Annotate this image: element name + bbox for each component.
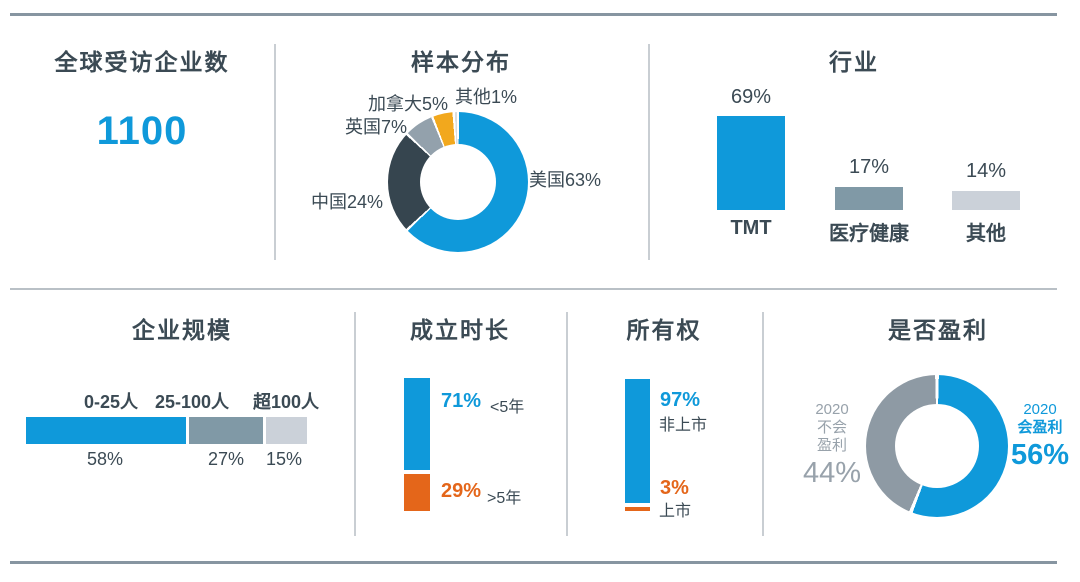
size-segment-pct-2: 27%: [207, 449, 245, 469]
industry-bar-value-healthcare: 17%: [848, 156, 890, 178]
size-segment-label-3: 超100人: [252, 392, 320, 412]
donut-label-uk: 英国7%: [345, 117, 408, 137]
profit-no-year: 2020: [815, 401, 849, 418]
ownership-pct-listed: 3%: [660, 477, 689, 499]
industry-category-other: 其他: [966, 223, 1006, 245]
divider-bottom-2: [566, 312, 568, 536]
age-pct-under-5y: 71%: [441, 390, 482, 412]
size-bar-segment-2: [189, 417, 264, 444]
profit-yes-pct: 56%: [1010, 439, 1070, 471]
industry-bar-value-other: 14%: [965, 160, 1007, 182]
donut-label-canada: 加拿大5%: [368, 94, 449, 114]
age-bar-over-5y: [404, 473, 430, 511]
industry-bar-tmt: [717, 116, 785, 210]
sample-distribution-donut-chart: [388, 112, 528, 252]
divider-top-1: [274, 44, 276, 260]
panel-title-ownership: 所有权: [626, 317, 702, 343]
industry-bar-value-tmt: 69%: [730, 86, 772, 108]
middle-divider-line: [10, 288, 1057, 290]
donut-label-china: 中国24%: [311, 192, 384, 212]
donut-label-other: 其他1%: [455, 87, 518, 107]
donut-label-usa: 美国63%: [529, 170, 602, 190]
panel-title-company-age: 成立时长: [410, 317, 510, 343]
size-segment-pct-1: 58%: [86, 449, 124, 469]
industry-bar-healthcare: [835, 186, 903, 210]
size-segment-label-2: 25-100人: [154, 392, 230, 412]
profitability-donut-chart: [866, 375, 1008, 517]
profit-no-pct: 44%: [802, 457, 862, 489]
ownership-bar-listed: [625, 507, 650, 511]
age-bar-under-5y: [404, 378, 430, 470]
panel-title-total-respondents: 全球受访企业数: [54, 49, 230, 75]
profit-yes-year: 2020: [1023, 401, 1057, 418]
profit-label-no-block: 2020 不会 盈利 44%: [797, 401, 867, 488]
top-border-line: [10, 13, 1057, 16]
ownership-label-private: 非上市: [659, 417, 708, 434]
size-segment-pct-3: 15%: [265, 449, 303, 469]
divider-bottom-1: [354, 312, 356, 536]
ownership-label-listed: 上市: [659, 503, 692, 520]
industry-bar-other: [952, 191, 1020, 210]
industry-category-tmt: TMT: [730, 217, 772, 239]
ownership-bar-private: [625, 378, 650, 503]
profit-no-label-1: 不会: [816, 419, 847, 436]
ownership-pct-private: 97%: [660, 389, 701, 411]
divider-bottom-3: [762, 312, 764, 536]
age-pct-over-5y: 29%: [441, 480, 482, 502]
profit-no-label-2: 盈利: [816, 437, 847, 454]
profit-label-yes-block: 2020 会盈利 56%: [1004, 401, 1076, 470]
size-bar-segment-1: [26, 417, 186, 444]
industry-category-healthcare: 医疗健康: [829, 223, 909, 245]
divider-top-2: [648, 44, 650, 260]
panel-title-company-size: 企业规模: [132, 317, 232, 343]
age-label-over-5y: >5年: [487, 490, 522, 507]
kpi-total-respondents-value: 1100: [96, 109, 188, 153]
size-segment-label-1: 0-25人: [83, 392, 139, 412]
panel-title-sample-distribution: 样本分布: [411, 49, 511, 75]
panel-title-industry: 行业: [829, 49, 879, 75]
panel-title-profitability: 是否盈利: [888, 317, 988, 343]
profit-yes-label: 会盈利: [1017, 419, 1063, 436]
bottom-border-line: [10, 561, 1057, 564]
age-label-under-5y: <5年: [490, 399, 525, 416]
size-bar-segment-3: [266, 417, 308, 444]
